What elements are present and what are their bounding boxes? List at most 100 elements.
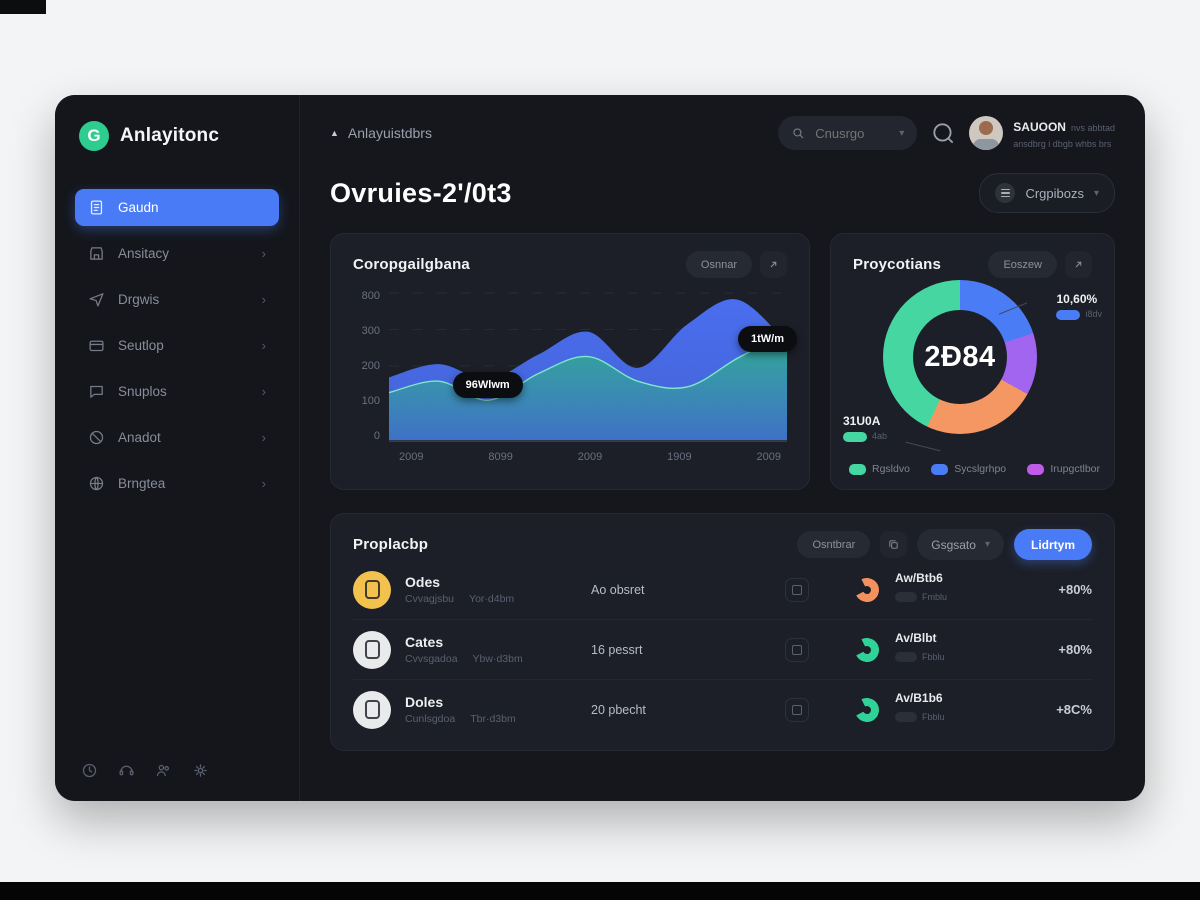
legend-item: Irupgctlbor (1027, 463, 1100, 475)
table-action-button[interactable]: Lidrtym (1013, 529, 1092, 560)
donut-chart[interactable]: 2Ð84 (883, 280, 1037, 434)
table-row[interactable]: Doles Cunlsgdoa Tbr·d3bm 20 pbecht Av/B1b… (353, 680, 1092, 739)
table-row[interactable]: Cates Cvvsgadoa Ybw·d3bm 16 pessrt Av/Blb… (353, 620, 1092, 680)
row-subtext-2: Ybw·d3bm (472, 653, 523, 666)
period-dropdown-label: Crgpibozs (1025, 185, 1084, 201)
row-checkbox[interactable] (785, 637, 809, 662)
callout-value: 10,60% (1056, 292, 1098, 306)
sidebar-item-gaudn[interactable]: Gaudn (75, 189, 279, 226)
callout-line (905, 441, 941, 452)
y-tick: 0 (373, 430, 380, 442)
chat-icon (90, 385, 103, 398)
sidebar-item-label: Drgwis (118, 292, 160, 307)
donut-card-pill-button[interactable]: Eoszew (988, 251, 1057, 278)
donut-card-header: Proycotians Eoszew (853, 251, 1092, 278)
user-info: SAUOON nvs abbtad ansdbrg i dbgb whbs brs (1013, 116, 1115, 150)
sidebar-item-ansitacy[interactable]: Ansitacy › (75, 235, 279, 272)
device-icon (364, 700, 380, 719)
legend-label: Sycslgrhpo (954, 463, 1007, 475)
area-card-expand-button[interactable] (760, 251, 787, 278)
chevron-down-icon: ▾ (984, 539, 990, 550)
topbar: ▲ Anlayuistdbrs ▾ SAUOON nvs abbtad ansdb… (330, 95, 1115, 171)
chart-tooltip-right: 1tW/m (738, 326, 797, 353)
row-subtext-1: Cvvsgadoa (405, 653, 458, 666)
y-tick: 800 (361, 290, 380, 302)
screen-edge-bottom (0, 882, 1200, 900)
chevron-down-icon: ▾ (1093, 187, 1099, 199)
sidebar: G Anlayitonc Gaudn Ansitacy › Drgwis › S… (55, 95, 300, 801)
sidebar-item-label: Brngtea (118, 476, 166, 491)
sidebar-item-label: Snuplos (118, 384, 167, 399)
cards-row: Coropgailgbana Osnnar 800 300 200 100 0 (330, 233, 1115, 490)
document-icon (90, 200, 103, 215)
legend-item: Rgsldvo (849, 463, 910, 475)
table-row[interactable]: Odes Cvvagjsbu Yor·d4bm Ao obsret Aw/Btb6… (353, 560, 1092, 620)
row-checkbox[interactable] (785, 697, 809, 722)
sidebar-item-label: Ansitacy (118, 246, 170, 261)
slash-circle-icon (89, 430, 104, 445)
sidebar-item-snuplos[interactable]: Snuplos › (75, 373, 279, 410)
send-icon (89, 293, 104, 307)
table-card-pill-button[interactable]: Osntbrar (797, 531, 871, 558)
donut-legend: Rgsldvo Sycslgrhpo Irupgctlbor (849, 463, 1100, 475)
donut-card-expand-button[interactable] (1065, 251, 1092, 278)
legend-swatch (931, 463, 949, 475)
brand-name: Anlayitonc (120, 125, 220, 146)
card-icon (89, 340, 104, 352)
chevron-right-icon: › (261, 476, 266, 491)
support-icon[interactable] (118, 762, 135, 779)
avatar[interactable] (969, 116, 1004, 150)
metric-value: Aw/Btb6 (895, 570, 943, 585)
row-title: Odes (405, 573, 441, 590)
row-subtext-2: Tbr·d3bm (470, 713, 516, 726)
donut-center-value: 2Ð84 (924, 340, 996, 373)
breadcrumb-label: Anlayuistdbrs (347, 125, 432, 141)
row-subtext-1: Cunlsgdoa (405, 713, 456, 726)
row-item-icon (353, 630, 391, 669)
users-icon[interactable] (155, 762, 172, 779)
gear-icon[interactable] (192, 762, 209, 779)
mini-arc-chart (851, 574, 883, 605)
chevron-right-icon: › (261, 338, 266, 353)
donut-callout-top: 10,60% i8dv (1056, 290, 1102, 322)
sidebar-item-anadot[interactable]: Anadot › (75, 419, 279, 456)
row-title: Cates (405, 633, 444, 650)
row-title: Doles (405, 693, 444, 710)
metric-chip-label: Fbblu (922, 652, 945, 663)
search-pill[interactable]: ▾ (778, 116, 918, 150)
sidebar-item-brngtea[interactable]: Brngtea › (75, 465, 279, 502)
callout-chip-label: 4ab (872, 431, 888, 441)
chevron-right-icon: › (261, 430, 266, 445)
y-axis: 800 300 200 100 0 (353, 290, 389, 442)
row-checkbox[interactable] (785, 577, 809, 602)
row-percent: +80% (1058, 642, 1092, 657)
search-input[interactable] (813, 124, 892, 142)
table-filter-dropdown[interactable]: Gsgsato ▾ (917, 529, 1004, 560)
user-menu[interactable]: SAUOON nvs abbtad ansdbrg i dbgb whbs brs (969, 116, 1115, 150)
breadcrumb[interactable]: ▲ Anlayuistdbrs (330, 125, 432, 141)
title-row: Ovruies-2'/0t3 Crgpibozs ▾ (330, 173, 1115, 213)
period-dropdown[interactable]: Crgpibozs ▾ (979, 173, 1115, 213)
row-percent: +8C% (1056, 702, 1092, 717)
table-card-icon-button[interactable] (880, 531, 908, 558)
chevron-right-icon: › (261, 292, 266, 307)
area-card-pill-button[interactable]: Osnnar (685, 251, 752, 278)
metric-chip (895, 652, 917, 663)
green-series-area (389, 331, 787, 442)
search-action-icon[interactable] (930, 120, 956, 146)
main-area: ▲ Anlayuistdbrs ▾ SAUOON nvs abbtad ansdb… (300, 95, 1145, 801)
screen-edge-top (0, 0, 46, 14)
x-tick: 1909 (667, 451, 692, 463)
table-card: Proplacbp Osntbrar Gsgsato ▾ Lidrtym (330, 513, 1115, 751)
mini-arc-chart (851, 694, 883, 725)
store-icon (90, 247, 103, 260)
row-metric: Av/Blbt Fbblu (895, 630, 1015, 669)
sidebar-item-seutlop[interactable]: Seutlop › (75, 327, 279, 364)
page-title: Ovruies-2'/0t3 (330, 177, 512, 208)
area-plot[interactable]: 96Wlwm 1tW/m (389, 290, 797, 442)
sidebar-item-drgwis[interactable]: Drgwis › (75, 281, 279, 318)
legend-swatch (1027, 463, 1045, 475)
sidebar-nav: Gaudn Ansitacy › Drgwis › Seutlop › Snup… (75, 189, 279, 502)
clock-icon[interactable] (81, 762, 98, 779)
